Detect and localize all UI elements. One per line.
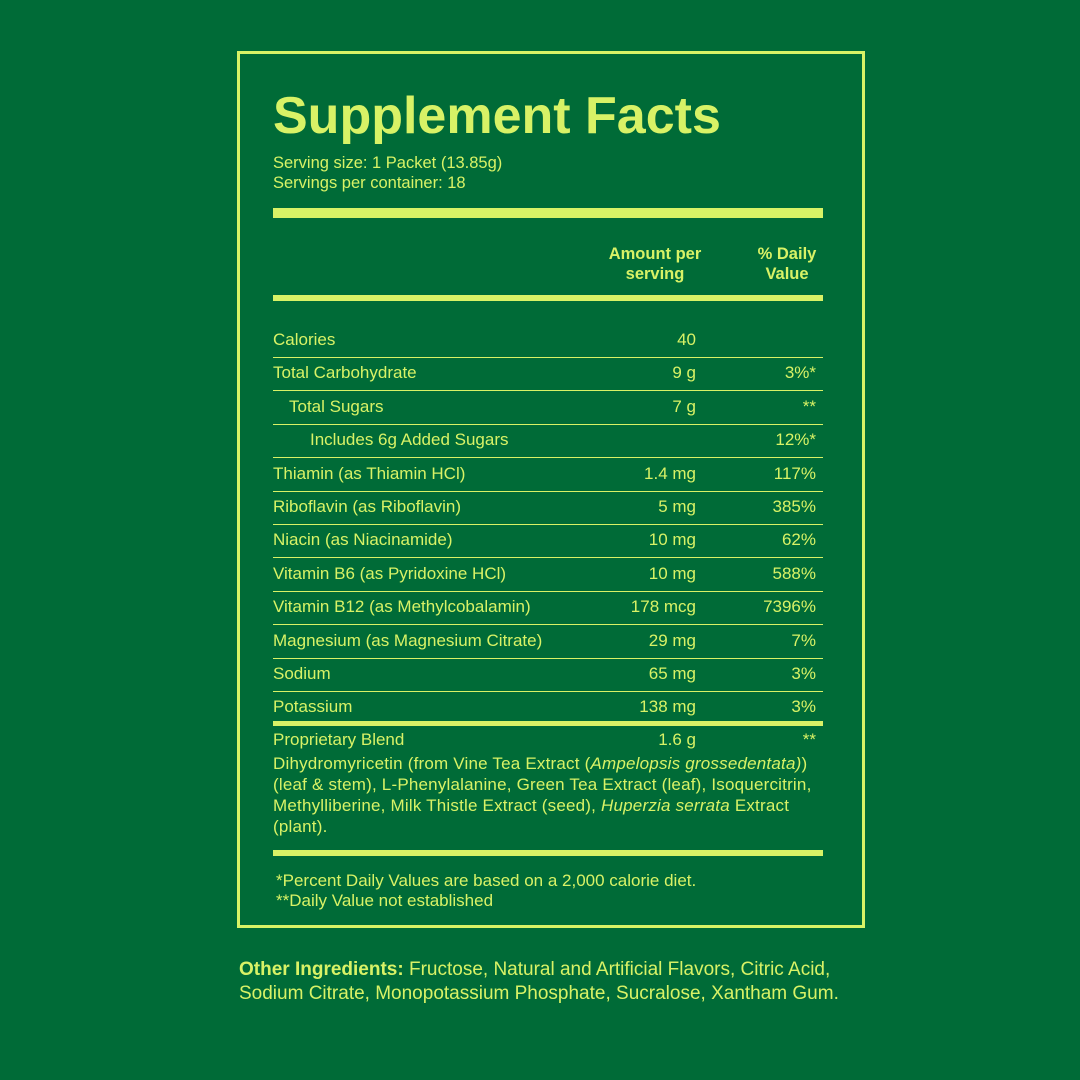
nutrient-daily-value: ** <box>802 396 816 416</box>
footnote: **Daily Value not established <box>276 891 494 910</box>
servings-per-container: Servings per container: 18 <box>273 174 466 192</box>
nutrient-name: Potassium <box>273 697 353 717</box>
amount-header: Amount per serving <box>608 245 702 283</box>
blend-name: Proprietary Blend <box>273 730 405 749</box>
nutrient-amount: 10 mg <box>648 563 696 583</box>
label-box <box>237 51 865 928</box>
nutrient-daily-value: 385% <box>772 497 816 516</box>
nutrient-name: Niacin (as Niacinamide) <box>273 530 453 550</box>
nutrient-name: Includes 6g Added Sugars <box>310 430 509 450</box>
row-rule <box>273 490 823 492</box>
other-ingredients: Other Ingredients: Fructose, Natural and… <box>239 958 859 1006</box>
description-part: Huperzia serrata <box>601 796 730 815</box>
nutrient-amount: 40 <box>677 330 696 349</box>
row-rule <box>273 624 823 626</box>
nutrient-name: Riboflavin (as Riboflavin) <box>273 497 462 516</box>
nutrient-name: Calories <box>273 330 336 349</box>
nutrient-daily-value: 3% <box>791 664 816 683</box>
description-part: ) (leaf & stem), L-Phenylalanine, Green … <box>273 754 812 815</box>
other-text: Fructose, Natural and Artificial Flavors… <box>239 959 839 1004</box>
description-part: Ampelopsis grossedentata) <box>590 754 802 773</box>
thick-bar <box>273 850 823 856</box>
nutrient-name: Sodium <box>273 664 331 683</box>
nutrient-amount: 65 mg <box>648 664 696 683</box>
nutrient-daily-value: 62% <box>781 530 816 550</box>
row-rule <box>273 657 823 659</box>
nutrient-amount: 7 g <box>672 396 696 416</box>
row-rule <box>273 423 823 425</box>
row-rule <box>273 457 823 459</box>
nutrient-daily-value: 12%* <box>775 430 816 450</box>
nutrient-amount: 29 mg <box>648 630 696 650</box>
row-rule <box>273 357 823 358</box>
description-part: Dihydromyricetin (from Vine Tea Extract … <box>273 754 591 773</box>
nutrient-daily-value: 7% <box>791 630 816 650</box>
row-rule <box>273 590 823 592</box>
daily-value-header: % Daily Value <box>757 245 817 283</box>
nutrient-amount: 9 g <box>672 363 696 383</box>
title: Supplement Facts <box>273 87 721 145</box>
nutrient-daily-value: 3% <box>791 697 816 717</box>
row-rule <box>273 557 823 559</box>
description-part: Extract (plant). <box>273 796 790 836</box>
nutrient-daily-value: 7396% <box>763 597 816 617</box>
row-rule <box>273 691 823 692</box>
row-rule <box>273 390 823 392</box>
row-rule <box>273 524 823 525</box>
blend-daily-value: ** <box>802 730 816 749</box>
nutrient-amount: 178 mcg <box>630 597 696 617</box>
serving-size: Serving size: 1 Packet (13.85g) <box>273 154 503 172</box>
footnote: *Percent Daily Values are based on a 2,0… <box>276 871 697 890</box>
blend-description: Dihydromyricetin (from Vine Tea Extract … <box>273 753 833 837</box>
nutrient-daily-value: 588% <box>772 563 816 583</box>
nutrient-amount: 1.4 mg <box>644 463 696 483</box>
nutrient-name: Thiamin (as Thiamin HCl) <box>273 463 466 483</box>
blend-amount: 1.6 g <box>658 730 696 749</box>
nutrient-name: Total Carbohydrate <box>273 363 417 383</box>
thick-bar <box>273 295 823 301</box>
other-label: Other Ingredients: <box>239 959 404 980</box>
nutrient-amount: 5 mg <box>658 497 696 516</box>
nutrient-daily-value: 117% <box>773 463 816 483</box>
nutrient-amount: 10 mg <box>648 530 696 550</box>
nutrient-name: Magnesium (as Magnesium Citrate) <box>273 630 543 650</box>
nutrient-name: Vitamin B6 (as Pyridoxine HCl) <box>273 563 507 583</box>
thick-bar <box>273 721 823 726</box>
nutrient-amount: 138 mg <box>639 697 696 717</box>
nutrient-name: Total Sugars <box>289 396 384 416</box>
thick-bar <box>273 208 823 218</box>
nutrient-daily-value: 3%* <box>784 363 816 383</box>
nutrient-name: Vitamin B12 (as Methylcobalamin) <box>273 597 531 617</box>
